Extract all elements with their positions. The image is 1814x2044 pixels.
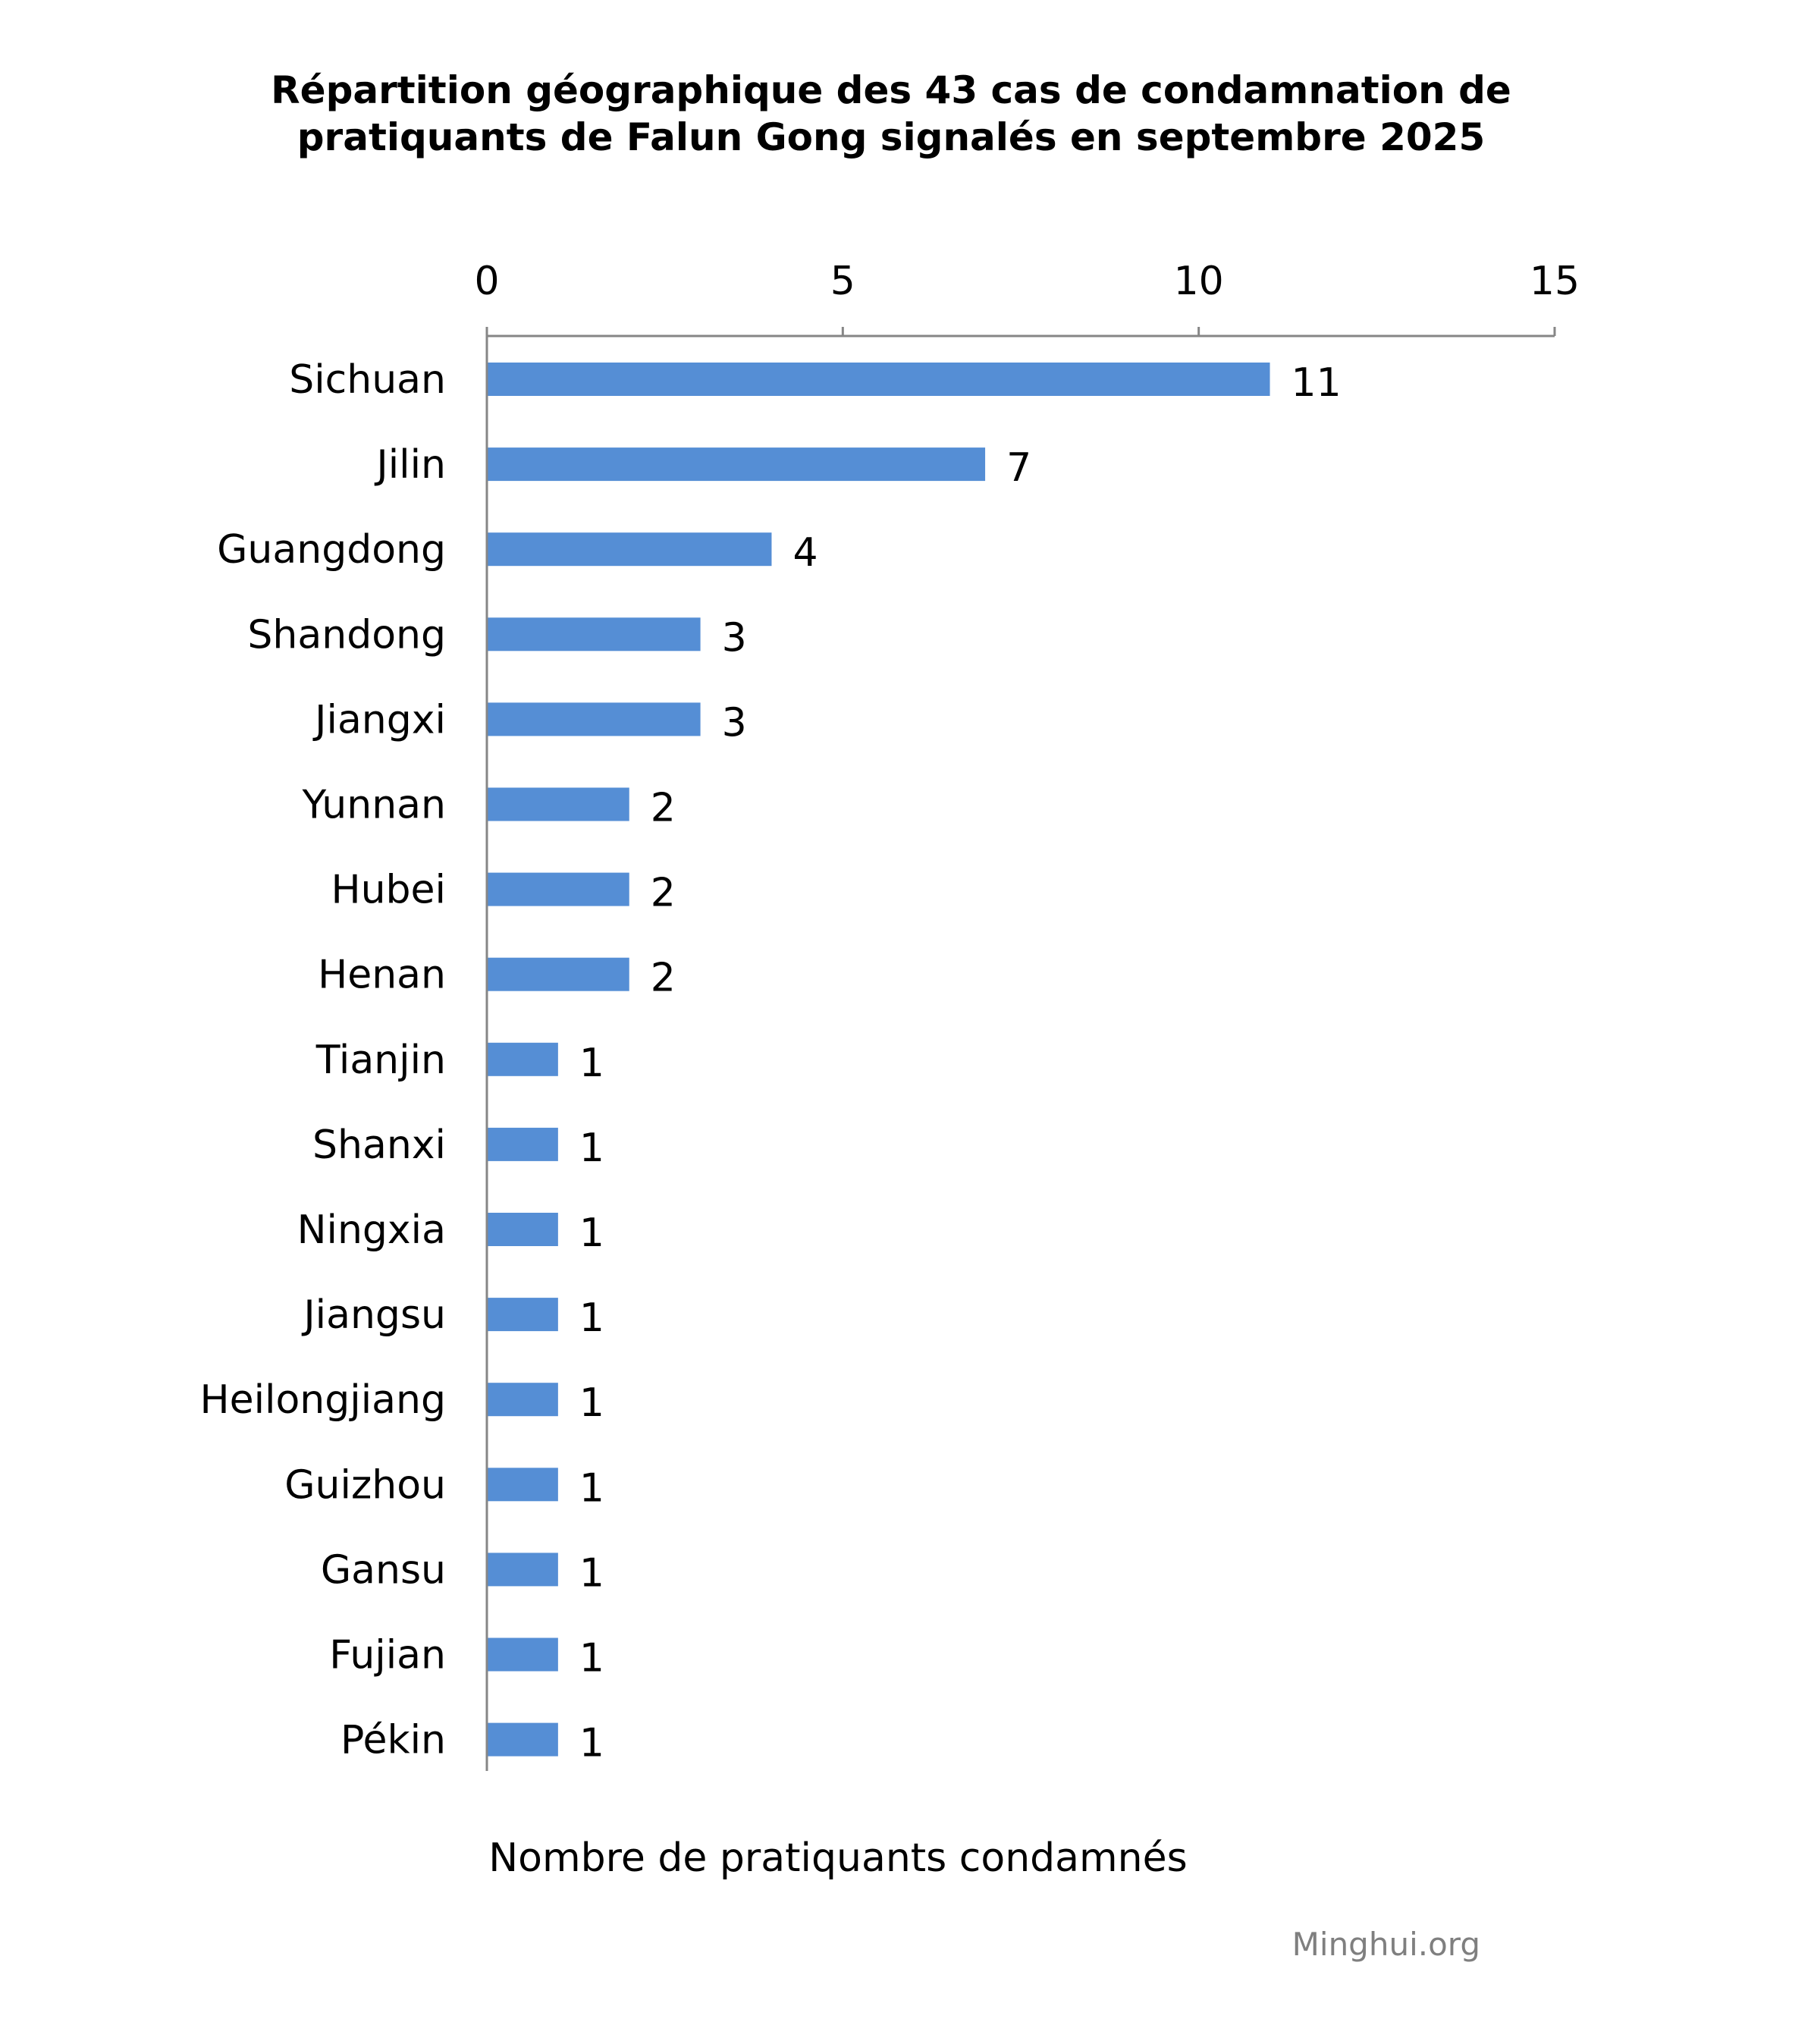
category-label: Sichuan	[289, 357, 446, 403]
category-label: Guangdong	[217, 527, 446, 573]
bar	[488, 1383, 558, 1417]
bar	[488, 1722, 558, 1757]
category-label: Hubei	[331, 868, 446, 913]
category-label: Shandong	[247, 612, 446, 658]
bar	[488, 957, 629, 991]
chart-title-line-2: pratiquants de Falun Gong signalés en se…	[297, 115, 1486, 159]
category-label: Tianjin	[315, 1038, 446, 1083]
x-tick-label: 0	[474, 259, 499, 304]
bar	[488, 1637, 558, 1672]
bar	[488, 702, 701, 736]
bar	[488, 1298, 558, 1332]
data-label: 1	[579, 1210, 604, 1256]
category-label: Yunnan	[302, 783, 447, 828]
category-label: Shanxi	[312, 1122, 446, 1168]
data-label: 1	[579, 1550, 604, 1596]
data-label: 11	[1291, 360, 1342, 406]
bar	[488, 872, 629, 906]
data-label: 1	[579, 1295, 604, 1341]
source-credit: Minghui.org	[1292, 1926, 1480, 1963]
x-tick-label: 5	[830, 259, 855, 304]
category-label: Gansu	[321, 1547, 446, 1593]
x-axis-title: Nombre de pratiquants condamnés	[488, 1835, 1187, 1881]
bar	[488, 1468, 558, 1502]
data-label: 2	[651, 871, 676, 916]
category-label: Jilin	[374, 442, 446, 488]
bar	[488, 1213, 558, 1246]
data-label: 2	[651, 786, 676, 831]
category-label: Heilongjiang	[200, 1377, 447, 1423]
bar	[488, 617, 701, 652]
category-label: Jiangsu	[301, 1292, 446, 1338]
chart-title-line-1: Répartition géographique des 43 cas de c…	[271, 68, 1511, 112]
category-label: Jiangxi	[312, 697, 446, 743]
data-label: 1	[579, 1380, 604, 1426]
chart-title: Répartition géographique des 43 cas de c…	[0, 67, 1782, 161]
data-label: 3	[722, 615, 747, 661]
x-tick-label: 10	[1174, 259, 1224, 304]
data-label: 1	[579, 1041, 604, 1086]
bar	[488, 363, 1270, 396]
bar	[488, 532, 772, 567]
data-label: 1	[579, 1465, 604, 1511]
category-label: Fujian	[329, 1633, 446, 1678]
bar	[488, 787, 629, 821]
bar	[488, 447, 986, 482]
category-label: Pékin	[341, 1718, 446, 1763]
data-label: 4	[792, 530, 818, 576]
x-tick-label: 15	[1530, 259, 1580, 304]
data-label: 1	[579, 1721, 604, 1766]
bar	[488, 1127, 558, 1161]
data-label: 2	[651, 956, 676, 1001]
data-label: 3	[722, 700, 747, 746]
data-label: 1	[579, 1636, 604, 1681]
data-label: 7	[1006, 445, 1031, 491]
category-label: Guizhou	[284, 1462, 446, 1508]
bar	[488, 1042, 558, 1076]
bar	[488, 1553, 558, 1587]
data-label: 1	[579, 1126, 604, 1171]
category-label: Henan	[318, 953, 446, 998]
category-label: Ningxia	[297, 1207, 446, 1253]
